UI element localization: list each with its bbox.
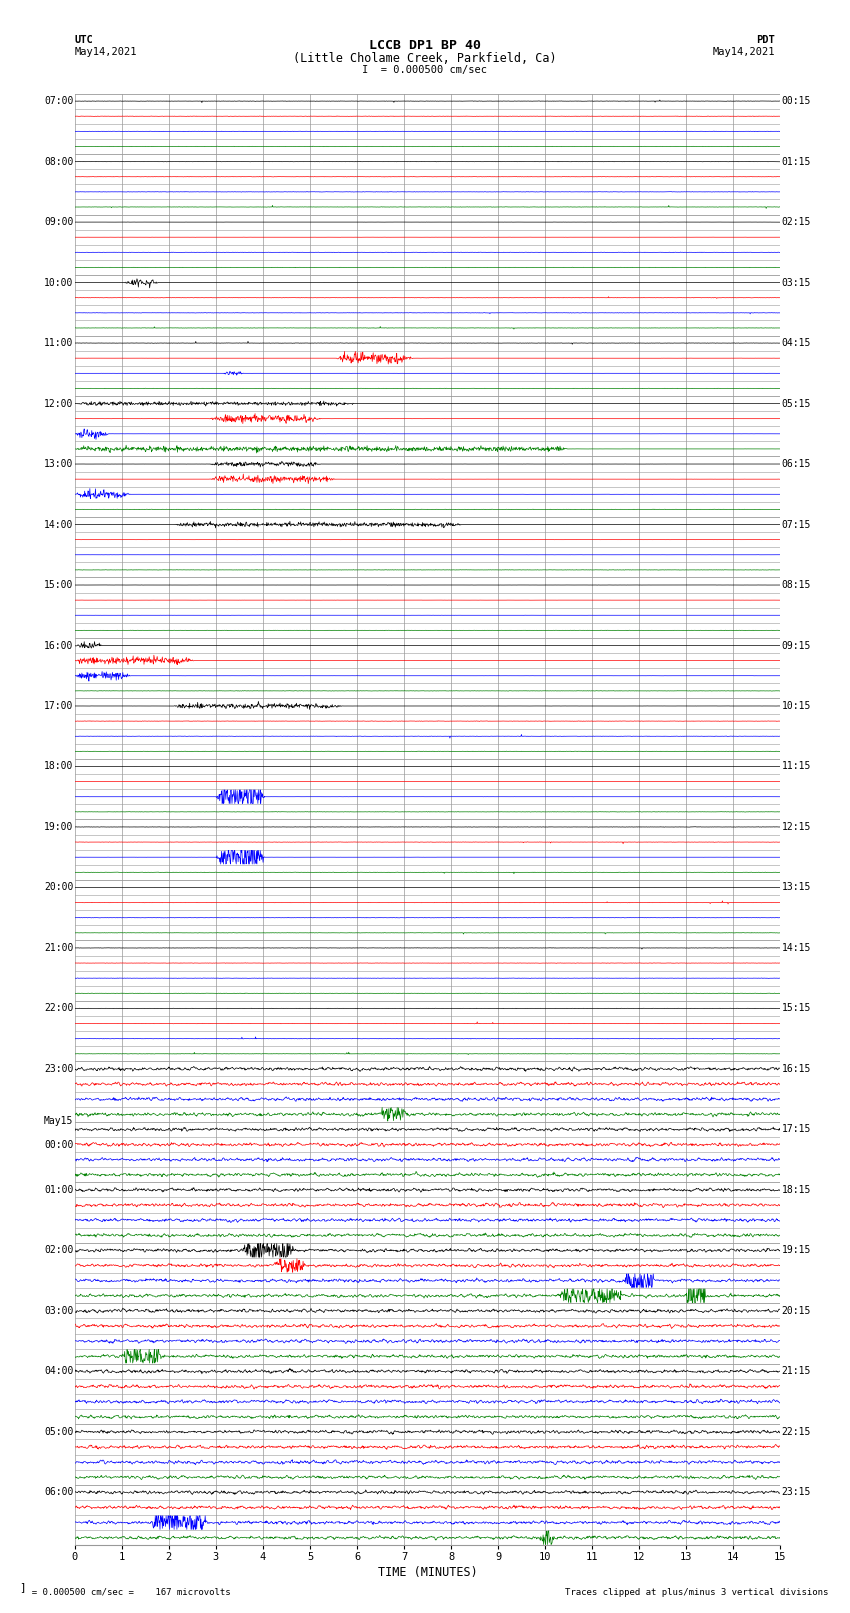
Text: 06:15: 06:15 — [782, 460, 811, 469]
Text: 16:00: 16:00 — [44, 640, 73, 650]
Text: LCCB DP1 BP 40: LCCB DP1 BP 40 — [369, 39, 481, 52]
Text: 05:00: 05:00 — [44, 1428, 73, 1437]
Text: 23:15: 23:15 — [782, 1487, 811, 1497]
Text: 11:15: 11:15 — [782, 761, 811, 771]
Text: Traces clipped at plus/minus 3 vertical divisions: Traces clipped at plus/minus 3 vertical … — [565, 1587, 829, 1597]
Text: 08:00: 08:00 — [44, 156, 73, 166]
Text: 02:00: 02:00 — [44, 1245, 73, 1255]
Text: 21:00: 21:00 — [44, 944, 73, 953]
Text: PDT: PDT — [756, 35, 775, 45]
Text: May14,2021: May14,2021 — [712, 47, 775, 56]
Text: 17:00: 17:00 — [44, 702, 73, 711]
Text: 03:15: 03:15 — [782, 277, 811, 287]
Text: 19:15: 19:15 — [782, 1245, 811, 1255]
Text: ]: ] — [19, 1582, 26, 1592]
Text: 13:15: 13:15 — [782, 882, 811, 892]
Text: 01:00: 01:00 — [44, 1186, 73, 1195]
Text: 15:15: 15:15 — [782, 1003, 811, 1013]
Text: 07:00: 07:00 — [44, 97, 73, 106]
Text: 20:00: 20:00 — [44, 882, 73, 892]
Text: 20:15: 20:15 — [782, 1307, 811, 1316]
Text: 08:15: 08:15 — [782, 581, 811, 590]
Text: 03:00: 03:00 — [44, 1307, 73, 1316]
Text: 16:15: 16:15 — [782, 1065, 811, 1074]
Text: 04:15: 04:15 — [782, 339, 811, 348]
Text: 07:15: 07:15 — [782, 519, 811, 529]
Text: 01:15: 01:15 — [782, 156, 811, 166]
Text: UTC: UTC — [75, 35, 94, 45]
Text: 13:00: 13:00 — [44, 460, 73, 469]
Text: 14:15: 14:15 — [782, 944, 811, 953]
Text: May14,2021: May14,2021 — [75, 47, 138, 56]
Text: 04:00: 04:00 — [44, 1366, 73, 1376]
Text: 21:15: 21:15 — [782, 1366, 811, 1376]
Text: 06:00: 06:00 — [44, 1487, 73, 1497]
Text: 17:15: 17:15 — [782, 1124, 811, 1134]
Text: 15:00: 15:00 — [44, 581, 73, 590]
Text: 18:15: 18:15 — [782, 1186, 811, 1195]
Text: 11:00: 11:00 — [44, 339, 73, 348]
Text: 10:15: 10:15 — [782, 702, 811, 711]
Text: 18:00: 18:00 — [44, 761, 73, 771]
Text: 22:15: 22:15 — [782, 1428, 811, 1437]
Text: 19:00: 19:00 — [44, 823, 73, 832]
Text: (Little Cholame Creek, Parkfield, Ca): (Little Cholame Creek, Parkfield, Ca) — [293, 52, 557, 65]
Text: 05:15: 05:15 — [782, 398, 811, 408]
Text: May15: May15 — [44, 1116, 73, 1126]
Text: 09:00: 09:00 — [44, 218, 73, 227]
Text: 02:15: 02:15 — [782, 218, 811, 227]
Text: 23:00: 23:00 — [44, 1065, 73, 1074]
Text: = 0.000500 cm/sec =    167 microvolts: = 0.000500 cm/sec = 167 microvolts — [21, 1587, 231, 1597]
Text: 14:00: 14:00 — [44, 519, 73, 529]
Text: 12:15: 12:15 — [782, 823, 811, 832]
Text: 09:15: 09:15 — [782, 640, 811, 650]
Text: 10:00: 10:00 — [44, 277, 73, 287]
X-axis label: TIME (MINUTES): TIME (MINUTES) — [377, 1566, 478, 1579]
Text: I  = 0.000500 cm/sec: I = 0.000500 cm/sec — [362, 65, 488, 74]
Text: 12:00: 12:00 — [44, 398, 73, 408]
Text: 22:00: 22:00 — [44, 1003, 73, 1013]
Text: 00:15: 00:15 — [782, 97, 811, 106]
Text: 00:00: 00:00 — [44, 1139, 73, 1150]
